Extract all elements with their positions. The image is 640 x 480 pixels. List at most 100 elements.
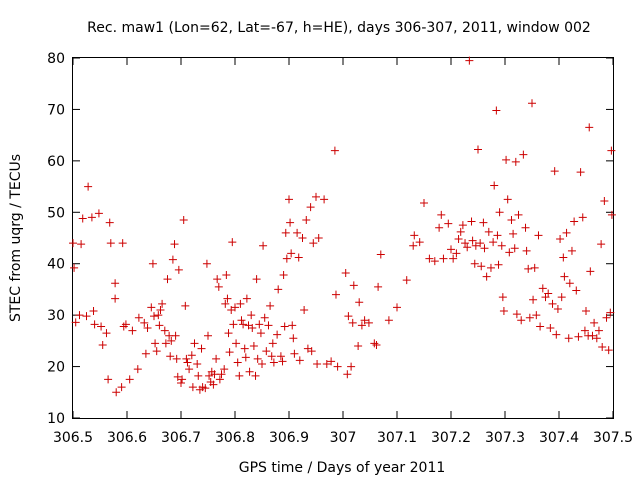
data-point (268, 339, 277, 348)
data-point (439, 254, 448, 263)
data-point (125, 375, 134, 384)
data-point (497, 241, 506, 250)
data-point (286, 218, 295, 227)
data-point (201, 384, 210, 393)
data-point (410, 231, 419, 240)
data-point (204, 331, 212, 340)
x-tick-label: 307.3 (485, 430, 525, 446)
data-point (288, 321, 297, 330)
data-point (248, 324, 257, 332)
data-point (276, 352, 285, 361)
data-point (154, 311, 163, 320)
data-point (484, 227, 493, 236)
data-point (260, 313, 269, 322)
x-tick-label: 307 (330, 430, 357, 446)
data-point (588, 331, 597, 340)
data-point (258, 360, 266, 368)
data-point (215, 375, 224, 384)
data-point (354, 342, 363, 350)
data-point (574, 332, 583, 341)
data-point (330, 146, 339, 155)
data-point (111, 294, 120, 303)
data-point (376, 250, 385, 259)
x-tick-label: 306.9 (269, 430, 309, 446)
data-point (357, 321, 366, 330)
data-point (556, 235, 565, 244)
data-point (242, 294, 251, 303)
data-point (320, 195, 329, 204)
y-axis-label: STEC from uqrg / TECUs (8, 154, 24, 322)
data-point (550, 167, 559, 176)
x-axis: 306.5 306.6 306.7 306.8 306.9 307 307.1 307.2 30… (53, 58, 633, 446)
data-point (502, 155, 511, 164)
data-point (161, 339, 170, 348)
data-point (185, 365, 194, 374)
data-point (343, 370, 352, 379)
data-point (548, 299, 557, 308)
x-tick-label: 306.6 (107, 430, 147, 446)
data-point (94, 209, 103, 218)
data-point (117, 383, 126, 392)
data-point (187, 351, 196, 360)
data-point (447, 245, 455, 254)
data-point (239, 320, 248, 329)
data-point (348, 318, 357, 327)
x-tick-label: 307.5 (593, 430, 633, 446)
data-point (205, 371, 214, 380)
data-point (281, 228, 290, 237)
y-tick-label: 70 (47, 102, 65, 118)
data-point (580, 326, 589, 335)
data-point (82, 312, 91, 321)
data-point (160, 326, 169, 335)
data-point (194, 371, 203, 380)
data-point (210, 370, 219, 379)
x-tick-label: 306.7 (161, 430, 201, 446)
data-point (151, 339, 160, 348)
data-point (252, 275, 261, 284)
data-point (482, 272, 491, 281)
data-point (607, 146, 616, 155)
data-point (454, 235, 463, 244)
data-point (494, 260, 503, 269)
data-point (476, 239, 485, 248)
data-point (452, 249, 461, 258)
chart-title: Rec. maw1 (Lon=62, Lat=-67, h=HE), days … (87, 20, 591, 36)
data-point (524, 264, 533, 273)
data-point (607, 210, 616, 219)
data-point (559, 253, 568, 262)
data-point (253, 354, 262, 363)
data-point (557, 293, 566, 302)
data-point (106, 239, 115, 248)
data-point (295, 356, 304, 365)
data-point (75, 311, 84, 320)
data-point (553, 304, 562, 313)
data-point (349, 281, 358, 290)
data-point (104, 375, 113, 384)
data-point (128, 326, 137, 335)
data-point (147, 303, 156, 312)
data-point (158, 299, 167, 308)
data-point (420, 199, 428, 208)
data-point (532, 311, 541, 320)
data-point (294, 253, 303, 262)
data-point (586, 267, 595, 276)
data-point (435, 223, 444, 232)
data-point (229, 320, 238, 329)
data-point (89, 307, 98, 316)
data-point (307, 347, 316, 356)
data-point (572, 286, 581, 295)
data-point (467, 217, 476, 226)
data-point (269, 358, 278, 367)
data-point (565, 279, 574, 288)
data-point (465, 56, 474, 65)
data-point (444, 219, 453, 228)
data-point (322, 360, 331, 368)
data-point (570, 217, 579, 226)
data-point (173, 372, 182, 381)
data-point (78, 214, 87, 223)
data-point (471, 241, 480, 250)
data-point (519, 150, 528, 159)
y-axis: 10 20 30 40 50 60 70 80 (47, 51, 613, 427)
data-point (364, 318, 373, 327)
